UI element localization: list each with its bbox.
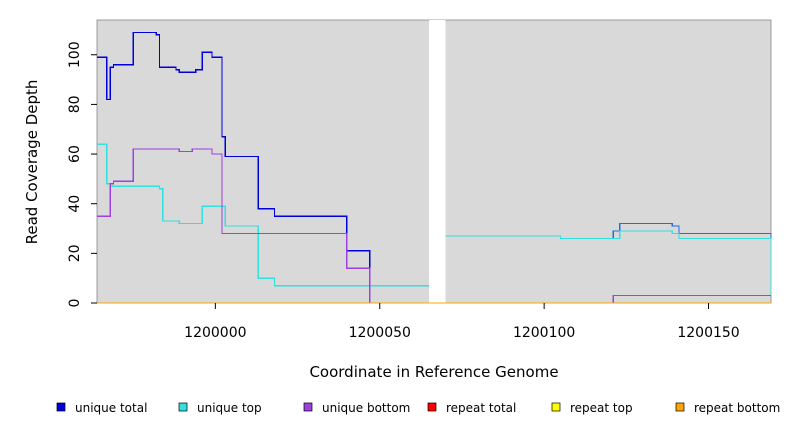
y-tick-label: 0 <box>67 299 83 308</box>
legend-label: repeat bottom <box>694 401 780 415</box>
y-tick-label: 60 <box>67 145 83 163</box>
legend-label: unique bottom <box>322 401 410 415</box>
legend-swatch <box>56 402 66 412</box>
series-line-0 <box>97 31 430 287</box>
series-line-2 <box>97 148 430 304</box>
legend-swatch <box>303 402 313 412</box>
legend-label: unique total <box>75 401 147 415</box>
y-tick-label: 80 <box>67 95 83 113</box>
legend-label: unique top <box>197 401 262 415</box>
legend: unique total unique top unique bottom repea… <box>56 401 780 415</box>
series-layer <box>97 31 772 304</box>
legend-swatch <box>178 402 188 412</box>
axes-layer: 0 20 40 60 80 100 1200000 1200050 1200100 1200150 <box>67 41 740 341</box>
y-tick-label: 100 <box>67 41 83 68</box>
x-tick-label: 1200100 <box>513 325 575 341</box>
y-tick-label: 20 <box>67 244 83 262</box>
legend-swatch <box>427 402 437 412</box>
x-tick-label: 1200050 <box>349 325 411 341</box>
y-axis-label: Read Coverage Depth <box>23 80 41 245</box>
legend-swatch <box>551 402 561 412</box>
plot-background <box>96 19 772 304</box>
x-tick-label: 1200000 <box>184 325 246 341</box>
x-tick-label: 1200150 <box>677 325 739 341</box>
legend-label: repeat total <box>446 401 516 415</box>
series-line-4 <box>445 230 772 296</box>
legend-label: repeat top <box>570 401 633 415</box>
coverage-gap <box>429 20 446 303</box>
y-tick-label: 40 <box>67 195 83 213</box>
legend-swatch <box>675 402 685 412</box>
x-axis-label: Coordinate in Reference Genome <box>309 363 558 381</box>
